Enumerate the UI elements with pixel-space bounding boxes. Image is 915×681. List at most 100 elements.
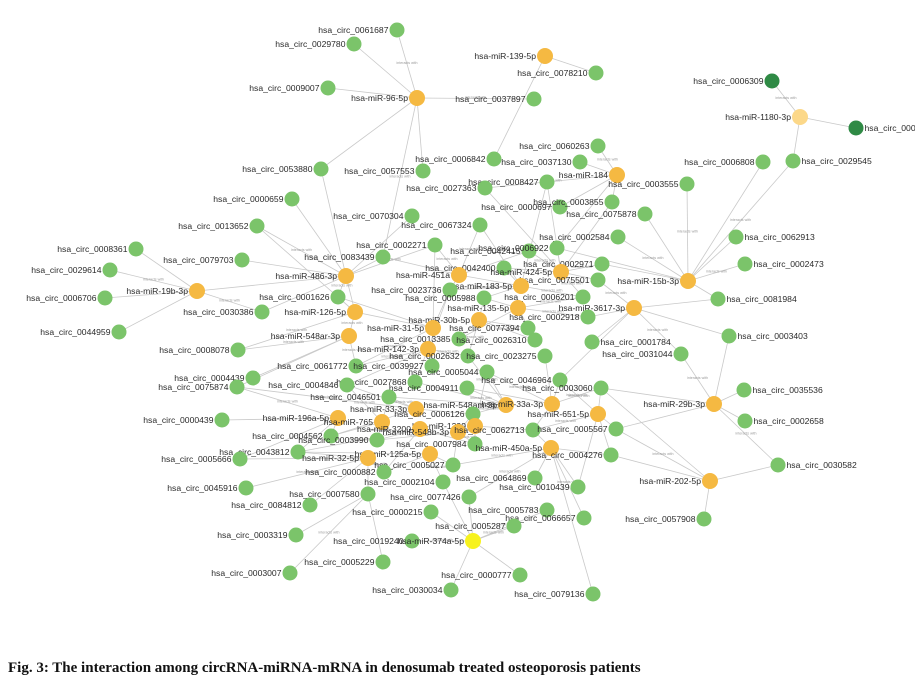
circrna-node-c0005044[interactable] — [479, 364, 495, 380]
node-m96[interactable]: hsa-miR-96-5p — [351, 90, 425, 106]
circrna-node-c0005027[interactable] — [445, 457, 461, 473]
node-c0031044[interactable]: hsa_circ_0031044 — [602, 346, 689, 362]
circrna-node-c0075874[interactable] — [229, 379, 245, 395]
node-c0000215[interactable]: hsa_circ_0000215 — [352, 504, 439, 520]
node-c0000659[interactable]: hsa_circ_0000659 — [213, 191, 300, 207]
node-c0005666[interactable]: hsa_circ_0005666 — [161, 451, 248, 467]
mirna-node-m548am[interactable] — [498, 397, 514, 413]
circrna-node-c0005287[interactable] — [506, 518, 522, 534]
node-c0026310[interactable]: hsa_circ_0026310 — [456, 332, 543, 348]
node-c0084812[interactable]: hsa_circ_0084812 — [231, 497, 318, 513]
node-m451[interactable]: hsa-miR-451a — [396, 267, 467, 283]
mirna-node-m15b[interactable] — [680, 273, 696, 289]
node-c0037897[interactable]: hsa_circ_0037897 — [455, 91, 542, 107]
circrna-node-c0061687[interactable] — [389, 22, 405, 38]
node-c0002918[interactable]: hsa_circ_0002918 — [509, 309, 596, 325]
node-m651[interactable]: hsa-miR-651-5p — [527, 406, 606, 422]
circrna-node-c0066657[interactable] — [576, 510, 592, 526]
node-c0029545[interactable]: hsa_circ_0029545 — [785, 153, 872, 169]
circrna-node-c0075501[interactable] — [590, 272, 606, 288]
node-c0005567[interactable]: hsa_circ_0005567 — [537, 421, 624, 437]
node-c0077394[interactable]: hsa_circ_0077394 — [449, 320, 536, 336]
circrna-node-c0005229[interactable] — [375, 554, 391, 570]
circrna-node-c0000777[interactable] — [512, 567, 528, 583]
circrna-node-c0004276[interactable] — [603, 447, 619, 463]
node-m486[interactable]: hsa-miR-486-3p — [275, 268, 354, 284]
node-c0004846[interactable]: hsa_circ_0004846 — [268, 377, 355, 393]
mirna-node-m1299[interactable] — [467, 418, 483, 434]
circrna-node-c0044959[interactable] — [111, 324, 127, 340]
circrna-node-c0000882[interactable] — [376, 464, 392, 480]
mirna-node-m183[interactable] — [513, 278, 529, 294]
circrna-node-c0039927[interactable] — [424, 358, 440, 374]
node-c0027363[interactable]: hsa_circ_0027363 — [406, 180, 493, 196]
node-c0064869[interactable]: hsa_circ_0064869 — [456, 470, 543, 486]
node-m1299[interactable]: hsa-miR-1299 — [412, 418, 483, 434]
mirna-node-m32[interactable] — [360, 450, 376, 466]
node-c0003555[interactable]: hsa_circ_0003555 — [608, 176, 695, 192]
node-c0075501[interactable]: hsa_circ_0075501 — [519, 272, 606, 288]
mirna-node-m33p[interactable] — [408, 401, 424, 417]
circrna-node-c0057553[interactable] — [415, 163, 431, 179]
node-c0006706[interactable]: hsa_circ_0006706 — [26, 290, 113, 306]
circrna-node-c0030034[interactable] — [443, 582, 459, 598]
circrna-node-c0004911[interactable] — [459, 380, 475, 396]
mirna-node-m31[interactable] — [425, 320, 441, 336]
mirna-node-m3617[interactable] — [626, 300, 642, 316]
mirna-node-m33a[interactable] — [544, 396, 560, 412]
circrna-node-c0029780[interactable] — [346, 36, 362, 52]
circrna-node-c0079136[interactable] — [585, 586, 601, 602]
circrna-node-c0062713[interactable] — [525, 422, 541, 438]
node-m142[interactable]: hsa-miR-142-3p — [357, 341, 436, 357]
node-c0029780[interactable]: hsa_circ_0029780 — [275, 36, 362, 52]
node-c0009007[interactable]: hsa_circ_0009007 — [249, 80, 336, 96]
circrna-node-c0008427[interactable] — [539, 174, 555, 190]
circrna-node-c0002584[interactable] — [610, 229, 626, 245]
node-c0003990[interactable]: hsa_circ_0003990 — [298, 432, 385, 448]
node-c0066657[interactable]: hsa_circ_0066657 — [505, 510, 592, 526]
circrna-node-c0042400[interactable] — [496, 260, 512, 276]
node-c0002584[interactable]: hsa_circ_0002584 — [539, 229, 626, 245]
node-c0053880[interactable]: hsa_circ_0053880 — [242, 161, 329, 177]
circrna-node-c0079703[interactable] — [234, 252, 250, 268]
node-m3200[interactable]: hsa-miR-3200 — [357, 421, 428, 437]
circrna-node-c0005666[interactable] — [232, 451, 248, 467]
node-c0043812[interactable]: hsa_circ_0043812 — [219, 444, 306, 460]
node-m31[interactable]: hsa-miR-31-5p — [367, 320, 441, 336]
circrna-node-c0046501[interactable] — [381, 389, 397, 405]
node-c0030386[interactable]: hsa_circ_0030386 — [183, 304, 270, 320]
mirna-node-m184[interactable] — [609, 167, 625, 183]
node-m15b[interactable]: hsa-miR-15b-3p — [617, 273, 696, 289]
mirna-node-m139[interactable] — [537, 48, 553, 64]
node-c0004911[interactable]: hsa_circ_0004911 — [389, 380, 475, 396]
node-c0061772[interactable]: hsa_circ_0061772 — [277, 358, 364, 374]
node-c0000882[interactable]: hsa_circ_0000882 — [305, 464, 392, 480]
circrna-node-c0002104[interactable] — [435, 474, 451, 490]
node-c0023275[interactable]: hsa_circ_0023275 — [466, 348, 553, 364]
circrna-node-c0004846[interactable] — [339, 377, 355, 393]
circrna-node-c0077426[interactable] — [461, 489, 477, 505]
circrna-node-c0006922[interactable] — [549, 240, 565, 256]
node-c0004439[interactable]: hsa_circ_0004439 — [174, 370, 261, 386]
mirna-node-m450a[interactable] — [543, 440, 559, 456]
node-c0057553[interactable]: hsa_circ_0057553 — [344, 163, 431, 179]
node-c0039927[interactable]: hsa_circ_0039927 — [353, 358, 440, 374]
node-m125a[interactable]: hsa-miR-125a-5p — [355, 446, 438, 462]
node-c0005287[interactable]: hsa_circ_0005287 — [435, 518, 522, 534]
circrna-node-c0009007[interactable] — [320, 80, 336, 96]
node-c0004562[interactable]: hsa_circ_0004562 — [252, 428, 339, 444]
node-c0000439[interactable]: hsa_circ_0000439 — [143, 412, 230, 428]
node-c0077426[interactable]: hsa_circ_0077426 — [390, 489, 477, 505]
node-m33a[interactable]: hsa-miR-33a-3p — [481, 396, 560, 412]
node-c0002104[interactable]: hsa_circ_0002104 — [364, 474, 451, 490]
node-m32[interactable]: hsa-miR-32-5p — [302, 450, 376, 466]
node-c0035536[interactable]: hsa_circ_0035536 — [736, 382, 823, 398]
circrna-node-c0002473[interactable] — [737, 256, 753, 272]
circrna-node-c0000439[interactable] — [214, 412, 230, 428]
node-c0075874[interactable]: hsa_circ_0075874 — [158, 379, 245, 395]
circrna-node-c0003855[interactable] — [604, 194, 620, 210]
node-c0008361[interactable]: hsa_circ_0008361 — [57, 241, 144, 257]
node-c0008427[interactable]: hsa_circ_0008427 — [468, 174, 555, 190]
circrna-node-c0046964[interactable] — [552, 372, 568, 388]
mirna-node-m374a[interactable] — [465, 533, 481, 549]
